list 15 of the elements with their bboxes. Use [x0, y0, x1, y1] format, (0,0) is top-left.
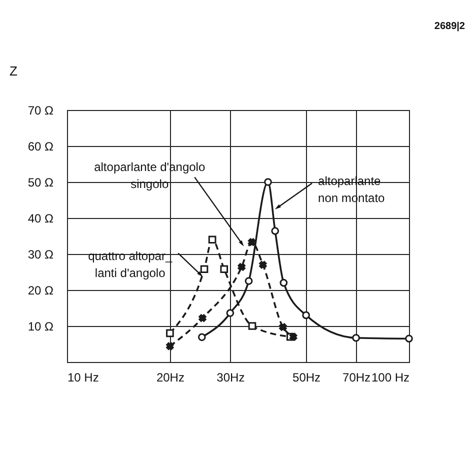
x-tick-label: 70Hz [342, 370, 371, 384]
y-tick-label: 50 Ω [28, 176, 54, 190]
y-tick-label: 60 Ω [28, 140, 54, 154]
y-axis-title: Z [10, 64, 18, 78]
y-tick-label: 20 Ω [28, 284, 54, 298]
y-tick-label: 30 Ω [28, 248, 54, 262]
x-tick-label: 100 Hz [371, 370, 410, 384]
x-tick-label: 10 Hz [68, 370, 99, 384]
x-tick-label: 30Hz [216, 370, 245, 384]
x-tick-label: 20Hz [156, 370, 184, 384]
y-tick-label: 70 Ω [28, 104, 54, 118]
y-tick-label: 40 Ω [28, 212, 54, 226]
x-tick-label: 50Hz [292, 370, 321, 384]
text: 2689|2 [434, 21, 466, 32]
y-tick-label: 10 Ω [28, 320, 54, 334]
